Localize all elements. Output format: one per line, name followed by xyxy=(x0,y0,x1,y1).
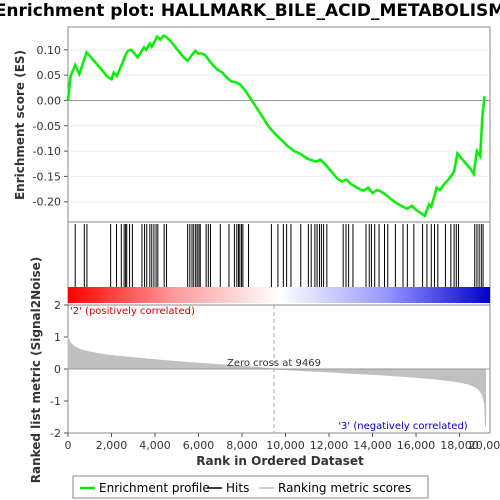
x-tick-label: 8,000 xyxy=(226,439,258,452)
ranking-metric-area xyxy=(67,336,487,427)
legend-label-hits: Hits xyxy=(226,481,249,495)
es-y-tick-label: 0.10 xyxy=(37,44,62,57)
es-y-tick-label: -0.05 xyxy=(33,120,61,133)
x-tick-label: 2,000 xyxy=(96,439,128,452)
x-tick-label: 12,000 xyxy=(310,439,349,452)
legend-label-ranking-metric-scores: Ranking metric scores xyxy=(278,481,411,495)
x-tick-label: 4,000 xyxy=(139,439,171,452)
hit-marks xyxy=(74,224,484,287)
positive-correlation-label: '2' (positively correlated) xyxy=(70,306,195,317)
negative-correlation-label: '3' (negatively correlated) xyxy=(338,421,467,432)
enrichment-profile-line xyxy=(66,33,486,218)
legend-box xyxy=(72,475,429,499)
zero-cross-label: Zero cross at 9469 xyxy=(227,358,321,369)
es-panel xyxy=(67,26,491,223)
x-tick-label: 14,000 xyxy=(353,439,392,452)
ranked-y-tick-label: 0 xyxy=(54,363,61,376)
x-tick-label: 16,000 xyxy=(397,439,436,452)
chart-title: Enrichment plot: HALLMARK_BILE_ACID_META… xyxy=(0,1,500,21)
ranked-y-axis-title: Ranked list metric (Signal2Noise) xyxy=(29,257,43,484)
ranked-y-tick-label: -2 xyxy=(50,427,61,440)
legend: Enrichment profile Hits Ranking metric s… xyxy=(72,475,429,499)
x-tick-label: 10,000 xyxy=(266,439,305,452)
ranked-y-tick-label: 2 xyxy=(54,299,61,312)
x-tick-label: 0 xyxy=(65,439,72,452)
es-y-tick-label: -0.20 xyxy=(33,196,61,209)
x-axis: 0 2,000 4,000 6,000 8,000 10,000 12,000 14,000 1… xyxy=(65,433,500,452)
es-y-axis: 0.10 0.05 0.00 -0.05 -0.10 -0.15 -0.20 xyxy=(33,44,68,209)
es-y-tick-label: 0.05 xyxy=(37,69,62,82)
es-y-tick-label: -0.10 xyxy=(33,145,61,158)
x-tick-label: 6,000 xyxy=(183,439,215,452)
es-y-tick-label: -0.15 xyxy=(33,170,61,183)
x-tick-label: 18,000 xyxy=(440,439,479,452)
x-tick-label: 20,000 xyxy=(469,439,500,452)
ranked-y-tick-label: 1 xyxy=(54,331,61,344)
ranked-y-axis: 2 1 0 -1 -2 xyxy=(50,299,68,440)
es-y-tick-label: 0.00 xyxy=(37,94,62,107)
legend-label-enrichment-profile: Enrichment profile xyxy=(99,481,210,495)
rank-colorbar xyxy=(68,287,490,303)
x-axis-title: Rank in Ordered Dataset xyxy=(196,454,364,468)
es-y-axis-title: Enrichment score (ES) xyxy=(13,50,27,200)
ranked-y-tick-label: -1 xyxy=(50,395,61,408)
